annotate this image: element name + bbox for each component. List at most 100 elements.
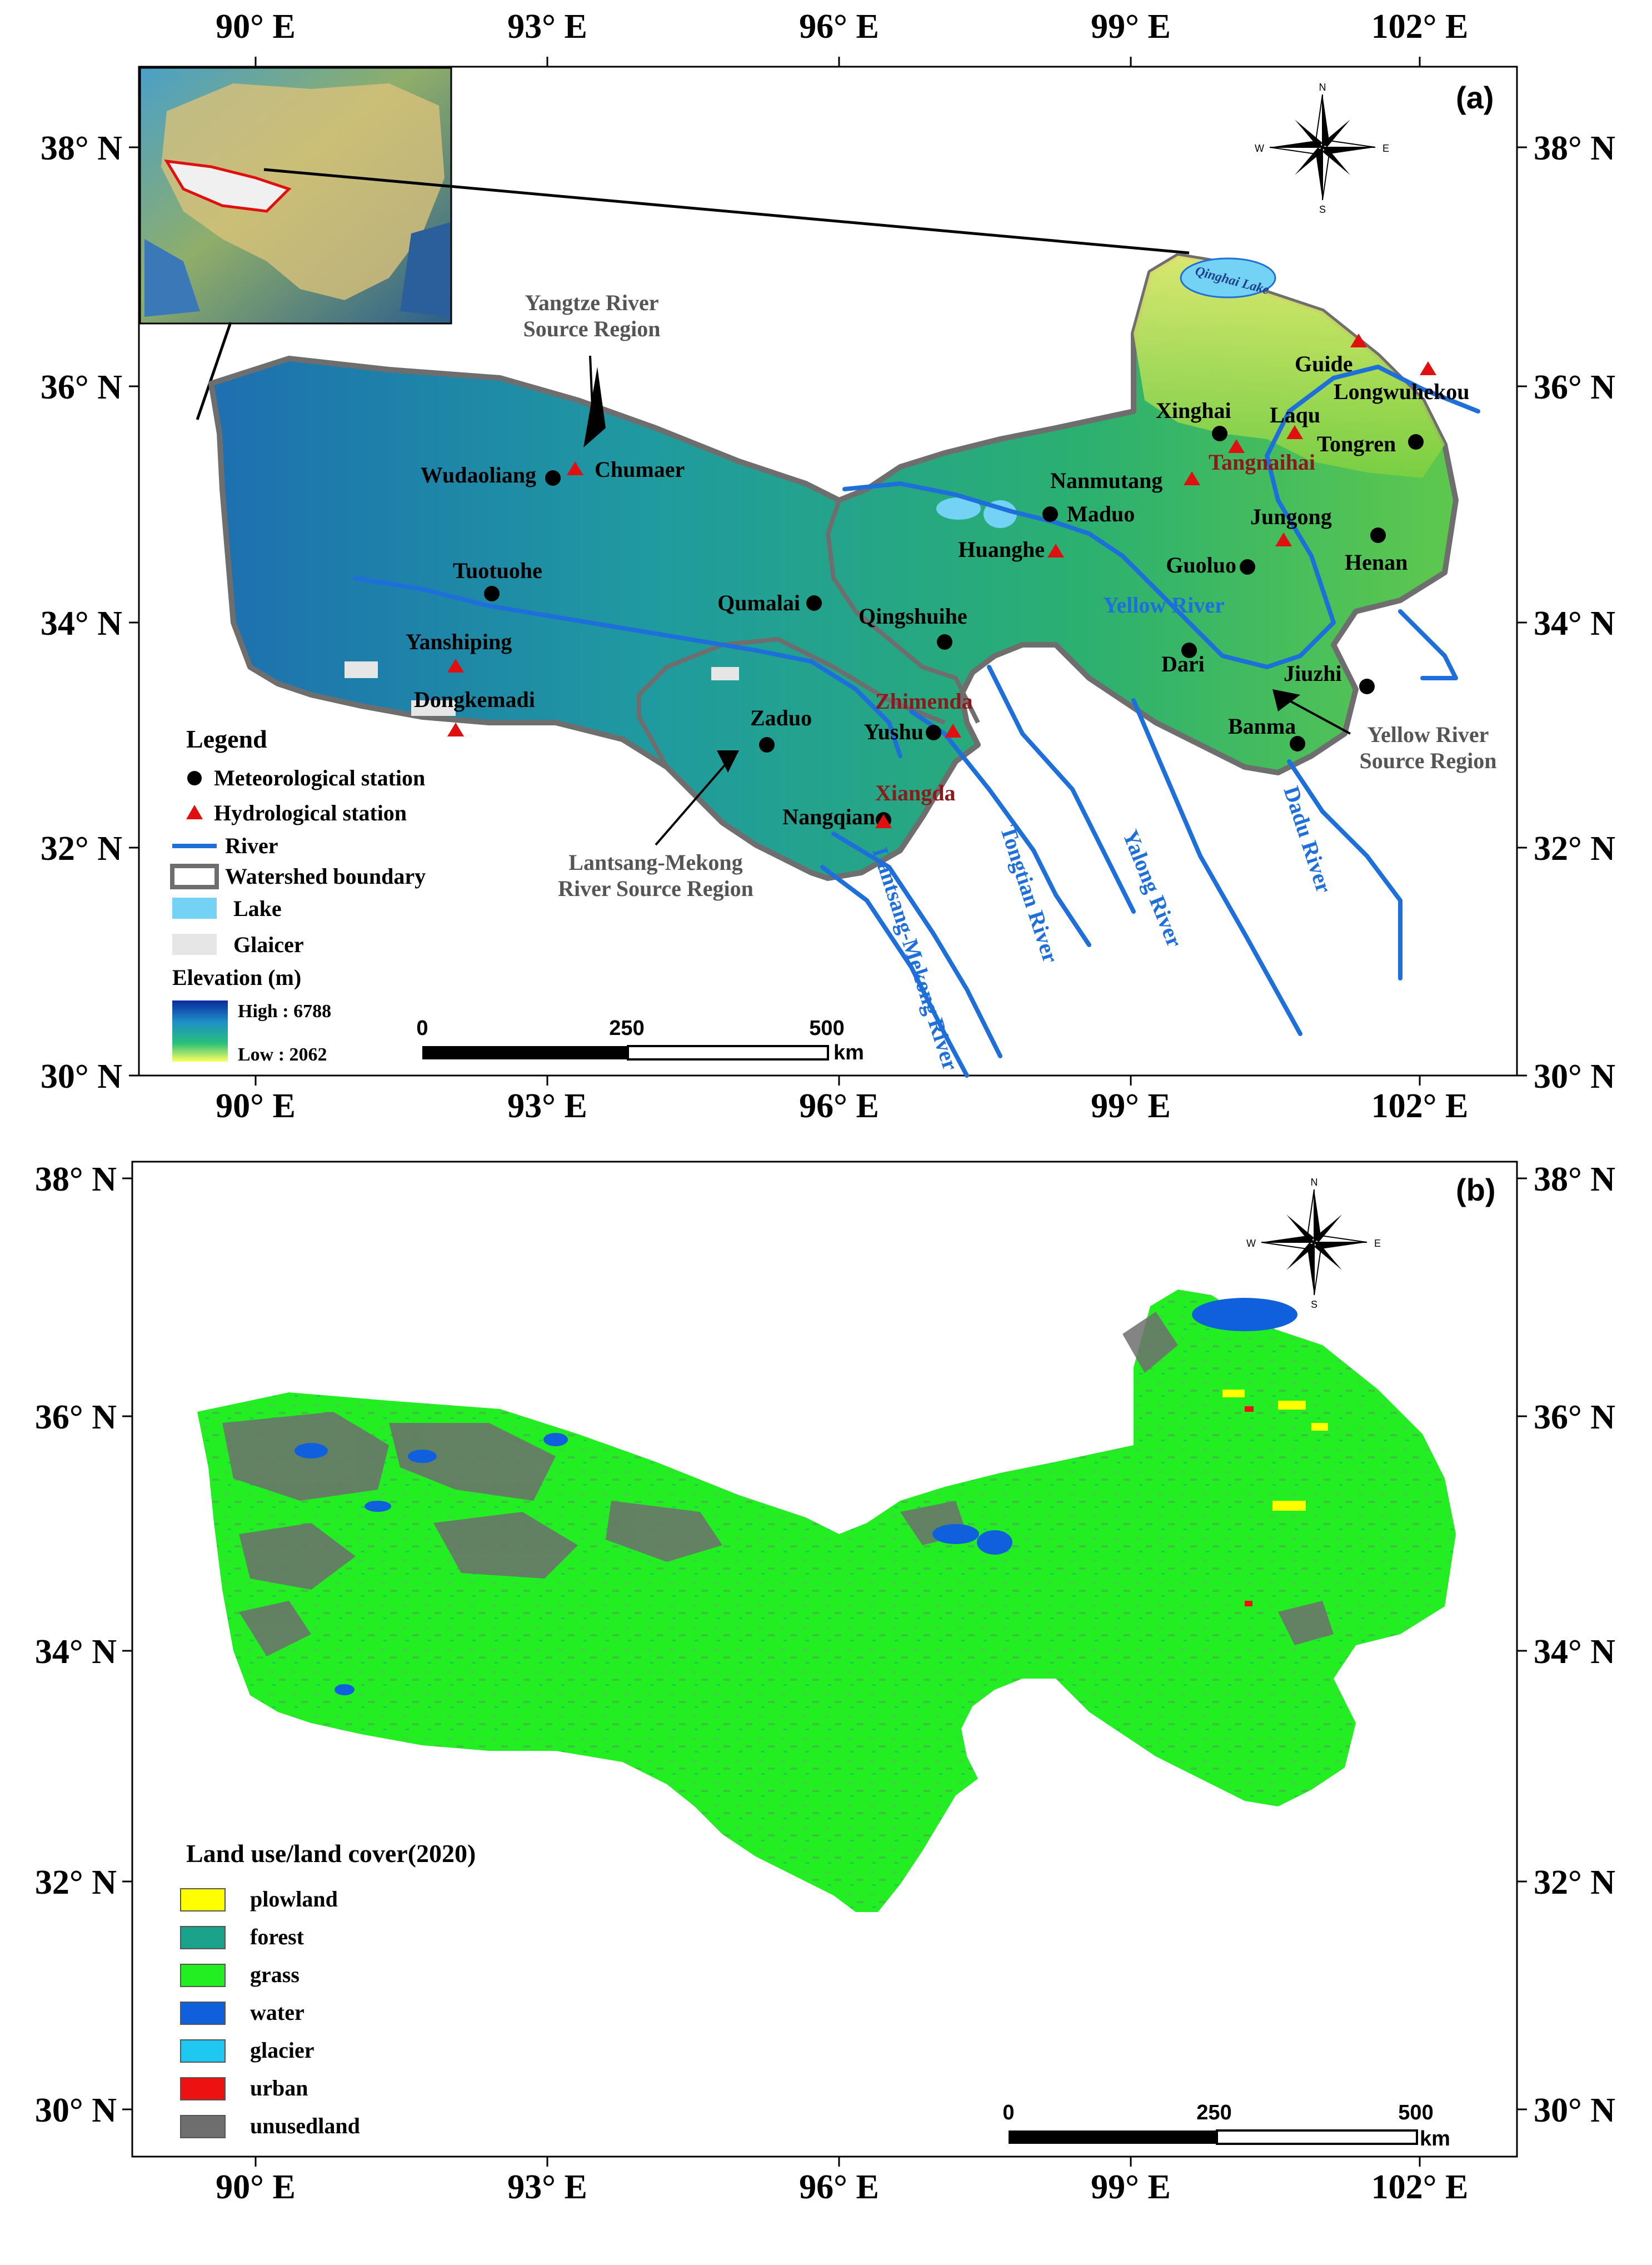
panel-a: 90° E 93° E 96° E 99° E 102° E 90° E 93°… [41, 8, 1615, 1125]
legend-unusedland-label: unusedland [250, 2113, 360, 2138]
met-label-xinghai: Xinghai [1156, 398, 1231, 423]
legend-water-label: water [250, 2000, 305, 2025]
hyd-label-huanghe: Huanghe [958, 537, 1045, 562]
legend-water-swatch [180, 2002, 226, 2025]
panel-b-ticks [122, 1177, 1527, 2167]
scale-b-500: 500 [1398, 2101, 1433, 2124]
met-label-nangqian: Nangqian [782, 804, 875, 829]
compass-b: N S E W [1246, 1177, 1381, 1310]
lat-label-b-left-2: 34° N [35, 1633, 117, 1671]
compass-b-e: E [1374, 1238, 1381, 1249]
panel-a-lat-ticks [129, 57, 1527, 1086]
region-arrow-lantsang-line [655, 760, 729, 846]
subbasin-boundary [722, 636, 946, 725]
hyd-label-tangnaihai: Tangnaihai [1209, 450, 1315, 475]
legend-lake-label: Lake [233, 896, 282, 921]
inset-map [139, 67, 452, 325]
lon-label-b-1: 93° E [507, 2168, 587, 2206]
inset-connector [263, 168, 1190, 255]
scale-bar-a: 0 250 500 km [416, 1017, 864, 1064]
region-arrow-yellow-line [1283, 696, 1351, 735]
region-label-yellow-1: Yellow River [1367, 722, 1489, 747]
legend-glacier-swatch [180, 2039, 226, 2063]
region-label-yellow-2: Source Region [1359, 748, 1496, 773]
met-station-tongren [1408, 434, 1424, 450]
lat-label-b-left-1: 36° N [35, 1398, 117, 1436]
glacier [411, 700, 456, 716]
legend-boundary-label: Watershed boundary [225, 864, 426, 889]
scale-b-unit: km [1420, 2127, 1450, 2150]
met-station-wudaoliang [545, 470, 561, 486]
scale-a-500: 500 [809, 1017, 844, 1040]
met-label-banma: Banma [1228, 714, 1296, 739]
region-arrow-yangtze [583, 367, 606, 447]
hyd-station-huanghe [1047, 544, 1064, 557]
legend-glacier-b-label: glacier [250, 2038, 315, 2063]
qinghai-lake [1180, 257, 1276, 298]
compass-a-e: E [1383, 143, 1389, 154]
lat-label-a-left-3: 32° N [41, 830, 122, 868]
lon-label-b-0: 90° E [216, 2168, 296, 2206]
ne-lowland [1134, 256, 1445, 478]
lat-label-a-left-2: 34° N [41, 605, 122, 643]
lon-label-a-top-0: 90° E [216, 8, 296, 46]
hyd-station-guide [1350, 333, 1367, 347]
met-station-henan [1370, 527, 1386, 543]
hyd-label-xiangda: Xiangda [875, 780, 956, 805]
lat-label-a-right-1: 36° N [1534, 369, 1615, 406]
legend-elevation-title: Elevation (m) [172, 965, 301, 990]
compass-b-w: W [1246, 1238, 1256, 1249]
hyd-station-chumaer [567, 461, 583, 475]
hyd-station-dongkemadi [447, 723, 464, 736]
lon-label-a-bottom-3: 99° E [1091, 1087, 1171, 1125]
met-station-jiuzhi [1359, 679, 1375, 694]
hyd-label-zhimenda: Zhimenda [875, 689, 973, 714]
met-label-tongren: Tongren [1317, 431, 1396, 456]
met-label-guoluo: Guoluo [1166, 552, 1236, 578]
legend-met-label: Meteorological station [214, 765, 425, 790]
glacier [345, 661, 378, 678]
compass-a-n: N [1319, 82, 1326, 93]
lat-label-b-left-4: 30° N [35, 2092, 117, 2129]
lat-label-a-right-3: 32° N [1534, 830, 1615, 868]
met-station-qumalai [806, 595, 822, 611]
compass-b-n: N [1311, 1177, 1318, 1188]
met-label-qingshuihe: Qingshuihe [859, 604, 967, 629]
legend-a-title: Legend [186, 725, 267, 753]
lat-label-a-right-2: 34° N [1534, 605, 1615, 643]
met-station-zaduo [759, 737, 775, 753]
lat-label-b-right-1: 36° N [1534, 1398, 1615, 1436]
region-arrow-yangtze-line [589, 355, 595, 434]
met-station-tuotuohe [484, 586, 500, 601]
hyd-label-yanshiping: Yanshiping [406, 629, 512, 654]
panel-b: 90° E 93° E 96° E 99° E 102° E 38° N 36°… [35, 1161, 1615, 2206]
lat-label-a-left-0: 38° N [41, 130, 122, 167]
lon-label-a-bottom-1: 93° E [507, 1087, 587, 1125]
region-label-lantsang-1: Lantsang-Mekong [568, 850, 742, 875]
legend-elevation-high: High : 6788 [238, 1001, 331, 1022]
hyd-station-yanshiping [447, 659, 464, 673]
legend-plowland-label: plowland [250, 1886, 338, 1911]
legend-grass-label: grass [250, 1962, 300, 1987]
lat-label-a-left-1: 36° N [41, 369, 122, 406]
legend-grass-swatch [180, 1964, 226, 1987]
lon-label-a-bottom-4: 102° E [1371, 1087, 1469, 1125]
legend-hyd-symbol [186, 805, 203, 819]
met-station-guoluo [1240, 559, 1255, 575]
legend-plowland-swatch [180, 1888, 226, 1911]
lon-label-a-top-1: 93° E [507, 8, 587, 46]
compass-a-w: W [1255, 143, 1264, 154]
hyd-label-longwuhekou: Longwuhekou [1334, 379, 1470, 404]
hyd-label-dongkemadi: Dongkemadi [414, 687, 535, 712]
lon-label-b-3: 99° E [1091, 2168, 1171, 2206]
lat-label-a-left-4: 30° N [41, 1058, 122, 1096]
legend-glacier-label: Glaicer [233, 932, 304, 957]
legend-urban-swatch [180, 2077, 226, 2100]
panel-a-tag: (a) [1456, 80, 1494, 115]
lat-label-b-right-0: 38° N [1534, 1161, 1615, 1198]
hyd-station-jungong [1275, 532, 1292, 546]
panel-b-tag: (b) [1456, 1172, 1496, 1207]
lulc-water [295, 1298, 1297, 1695]
met-station-xinghai [1212, 426, 1227, 441]
